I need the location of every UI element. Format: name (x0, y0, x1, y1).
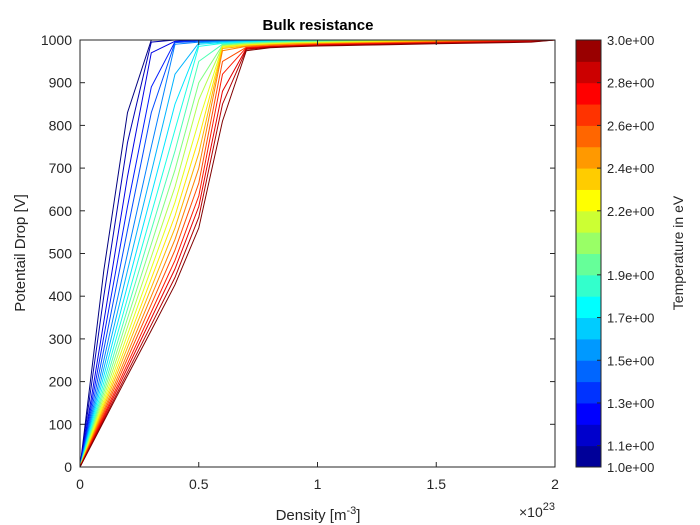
colorbar-tick-label: 1.3e+00 (607, 396, 654, 411)
colorbar-segment (576, 360, 601, 383)
y-axis-ticks: 0 100 200 300 400 500 600 700 800 900 1000 (41, 32, 555, 475)
y-tick-label: 0 (64, 459, 72, 475)
colorbar-segment (576, 146, 601, 169)
x-axis-exponent: ×1023 (519, 501, 555, 520)
colorbar-tick-label: 2.4e+00 (607, 161, 654, 176)
colorbar-segment (576, 40, 601, 62)
colorbar-segment (576, 424, 601, 447)
colorbar-segment (576, 317, 601, 340)
y-tick-label: 500 (49, 246, 73, 262)
series-line-4 (79, 39, 555, 468)
x-tick-label: 0 (76, 476, 84, 492)
colorbar-label: Temperature in eV (670, 195, 686, 310)
series-line-19 (79, 39, 556, 468)
series-line-5 (79, 39, 555, 468)
series-line-3 (79, 39, 555, 468)
colorbar-ticks: 1.0e+00 1.1e+00 1.3e+00 1.5e+00 1.7e+00 1.9e+… (597, 33, 654, 475)
x-tick-label: 2 (551, 476, 559, 492)
x-tick-label: 0.5 (189, 476, 209, 492)
series-line-7 (79, 39, 555, 468)
colorbar-segment (576, 402, 601, 425)
colorbar-segment (576, 381, 601, 404)
chart-title: Bulk resistance (263, 17, 374, 34)
colorbar-frame (575, 39, 602, 468)
y-tick-label: 200 (49, 374, 73, 390)
colorbar-segment (576, 125, 601, 148)
colorbar-tick-label: 2.2e+00 (607, 204, 654, 219)
y-tick-label: 800 (49, 117, 73, 133)
colorbar-segment (576, 253, 601, 276)
colorbar-segment (576, 168, 601, 190)
x-axis-label: Density [m-3] (276, 505, 361, 524)
series-line-8 (79, 39, 555, 468)
colorbar (576, 40, 601, 468)
series-line-17 (79, 39, 556, 468)
series-line-16 (79, 39, 556, 468)
y-tick-label: 700 (49, 160, 73, 176)
y-tick-label: 100 (49, 416, 73, 432)
y-tick-label: 1000 (41, 32, 72, 48)
series-line-11 (79, 39, 555, 468)
colorbar-tick-label: 1.7e+00 (607, 311, 654, 326)
y-tick-label: 400 (49, 288, 73, 304)
colorbar-segment (576, 82, 601, 105)
series-line-15 (79, 39, 555, 468)
colorbar-tick-label: 1.5e+00 (607, 353, 654, 368)
series-line-21 (79, 39, 556, 468)
colorbar-segment (576, 61, 601, 84)
y-axis-label: Potentail Drop [V] (12, 194, 29, 312)
colorbar-segment (576, 296, 601, 319)
colorbar-segment (576, 445, 601, 468)
series-line-20 (79, 39, 556, 468)
colorbar-tick-label: 2.8e+00 (607, 76, 654, 91)
x-axis-ticks: 0 0.5 1 1.5 2 (76, 40, 559, 492)
series-line-1 (79, 39, 555, 468)
series-line-10 (79, 39, 555, 468)
x-tick-label: 1 (314, 476, 322, 492)
line-series-group (79, 39, 556, 468)
y-tick-label: 300 (49, 331, 73, 347)
series-line-13 (79, 39, 555, 468)
colorbar-tick-label: 2.6e+00 (607, 118, 654, 133)
series-line-2 (79, 39, 555, 468)
x-tick-label: 1.5 (427, 476, 447, 492)
colorbar-segment (576, 189, 601, 212)
colorbar-tick-label: 1.9e+00 (607, 268, 654, 283)
colorbar-segment (576, 274, 601, 297)
colorbar-segment (576, 232, 601, 254)
colorbar-tick-label: 1.0e+00 (607, 460, 654, 475)
series-line-12 (79, 39, 555, 468)
colorbar-segment (576, 104, 601, 126)
y-tick-label: 600 (49, 203, 73, 219)
colorbar-tick-label: 1.1e+00 (607, 439, 654, 454)
colorbar-segment (576, 338, 601, 361)
series-line-6 (79, 39, 555, 468)
y-tick-label: 900 (49, 75, 73, 91)
plot-area-frame (79, 39, 556, 468)
series-line-18 (79, 39, 556, 468)
series-line-9 (79, 39, 555, 468)
colorbar-segment (576, 210, 601, 233)
colorbar-tick-label: 3.0e+00 (607, 33, 654, 48)
series-line-14 (79, 39, 555, 468)
